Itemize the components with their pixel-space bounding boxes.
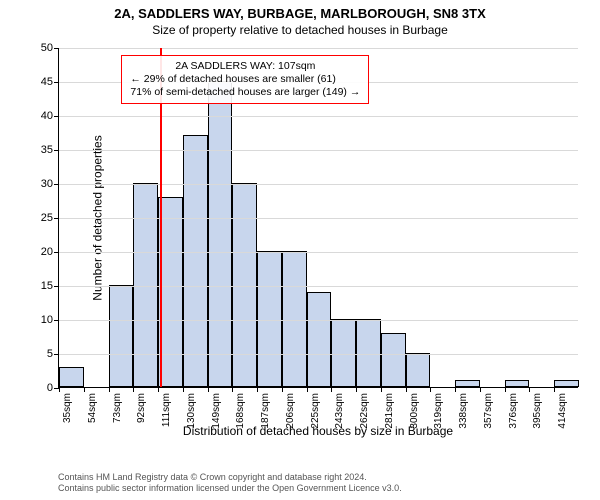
chart-container: 2A, SADDLERS WAY, BURBAGE, MARLBOROUGH, …: [0, 0, 600, 500]
histogram-bar: [183, 135, 208, 387]
y-tick: [54, 286, 59, 287]
attribution-text: Contains HM Land Registry data © Crown c…: [58, 472, 402, 494]
histogram-bar: [232, 183, 257, 387]
gridline: [59, 48, 578, 49]
histogram-bar: [455, 380, 480, 387]
x-tick-label: 376sqm: [508, 393, 519, 429]
x-tick: [59, 387, 60, 392]
histogram-bar: [133, 183, 158, 387]
x-tick: [430, 387, 431, 392]
x-tick: [133, 387, 134, 392]
x-tick: [257, 387, 258, 392]
gridline: [59, 320, 578, 321]
x-tick: [505, 387, 506, 392]
y-tick: [54, 116, 59, 117]
x-tick: [109, 387, 110, 392]
histogram-bar: [208, 81, 233, 387]
gridline: [59, 354, 578, 355]
histogram-bar: [381, 333, 406, 387]
gridline: [59, 184, 578, 185]
y-tick: [54, 354, 59, 355]
x-tick-label: 73sqm: [112, 393, 123, 423]
histogram-bar: [257, 251, 282, 387]
histogram-bar: [282, 251, 307, 387]
x-tick: [307, 387, 308, 392]
x-tick-label: 54sqm: [87, 393, 98, 423]
gridline: [59, 286, 578, 287]
histogram-bar: [505, 380, 530, 387]
y-tick-label: 25: [41, 212, 53, 224]
x-axis-label: Distribution of detached houses by size …: [183, 424, 453, 438]
x-tick-label: 395sqm: [532, 393, 543, 429]
x-tick: [381, 387, 382, 392]
x-tick: [232, 387, 233, 392]
x-tick: [208, 387, 209, 392]
histogram-bar: [356, 319, 381, 387]
x-tick-label: 92sqm: [136, 393, 147, 423]
x-tick: [529, 387, 530, 392]
y-tick: [54, 48, 59, 49]
x-tick: [331, 387, 332, 392]
x-tick-label: 414sqm: [557, 393, 568, 429]
chart-area: Number of detached properties 0510152025…: [58, 48, 578, 418]
x-tick: [406, 387, 407, 392]
y-tick-label: 45: [41, 76, 53, 88]
x-tick-label: 357sqm: [483, 393, 494, 429]
annotation-box: 2A SADDLERS WAY: 107sqm← 29% of detached…: [121, 55, 369, 104]
x-tick: [183, 387, 184, 392]
attribution-line-2: Contains public sector information licen…: [58, 483, 402, 494]
histogram-bar: [109, 285, 134, 387]
y-tick-label: 10: [41, 314, 53, 326]
x-tick-label: 338sqm: [458, 393, 469, 429]
x-tick: [455, 387, 456, 392]
annotation-line: 2A SADDLERS WAY: 107sqm: [130, 60, 360, 73]
annotation-line: ← 29% of detached houses are smaller (61…: [130, 73, 360, 86]
y-tick: [54, 82, 59, 83]
x-tick: [356, 387, 357, 392]
x-tick: [554, 387, 555, 392]
y-tick: [54, 252, 59, 253]
y-tick: [54, 320, 59, 321]
histogram-bar: [307, 292, 332, 387]
y-tick-label: 15: [41, 280, 53, 292]
y-tick-label: 5: [47, 348, 53, 360]
plot-area: Number of detached properties 0510152025…: [58, 48, 578, 388]
chart-title: 2A, SADDLERS WAY, BURBAGE, MARLBOROUGH, …: [0, 0, 600, 21]
x-tick-label: 35sqm: [62, 393, 73, 423]
histogram-bar: [331, 319, 356, 387]
y-tick-label: 50: [41, 42, 53, 54]
histogram-bar: [554, 380, 579, 387]
x-tick: [158, 387, 159, 392]
attribution-line-1: Contains HM Land Registry data © Crown c…: [58, 472, 402, 483]
y-tick: [54, 184, 59, 185]
x-tick-label: 111sqm: [161, 393, 172, 427]
histogram-bar: [406, 353, 431, 387]
x-tick: [480, 387, 481, 392]
y-tick: [54, 218, 59, 219]
histogram-bar: [59, 367, 84, 387]
gridline: [59, 116, 578, 117]
y-tick-label: 20: [41, 246, 53, 258]
y-tick-label: 30: [41, 178, 53, 190]
gridline: [59, 150, 578, 151]
y-tick-label: 40: [41, 110, 53, 122]
y-tick-label: 0: [47, 382, 53, 394]
x-tick: [282, 387, 283, 392]
gridline: [59, 218, 578, 219]
y-tick: [54, 150, 59, 151]
x-tick: [84, 387, 85, 392]
annotation-line: 71% of semi-detached houses are larger (…: [130, 86, 360, 99]
gridline: [59, 252, 578, 253]
chart-subtitle: Size of property relative to detached ho…: [0, 21, 600, 37]
y-tick-label: 35: [41, 144, 53, 156]
